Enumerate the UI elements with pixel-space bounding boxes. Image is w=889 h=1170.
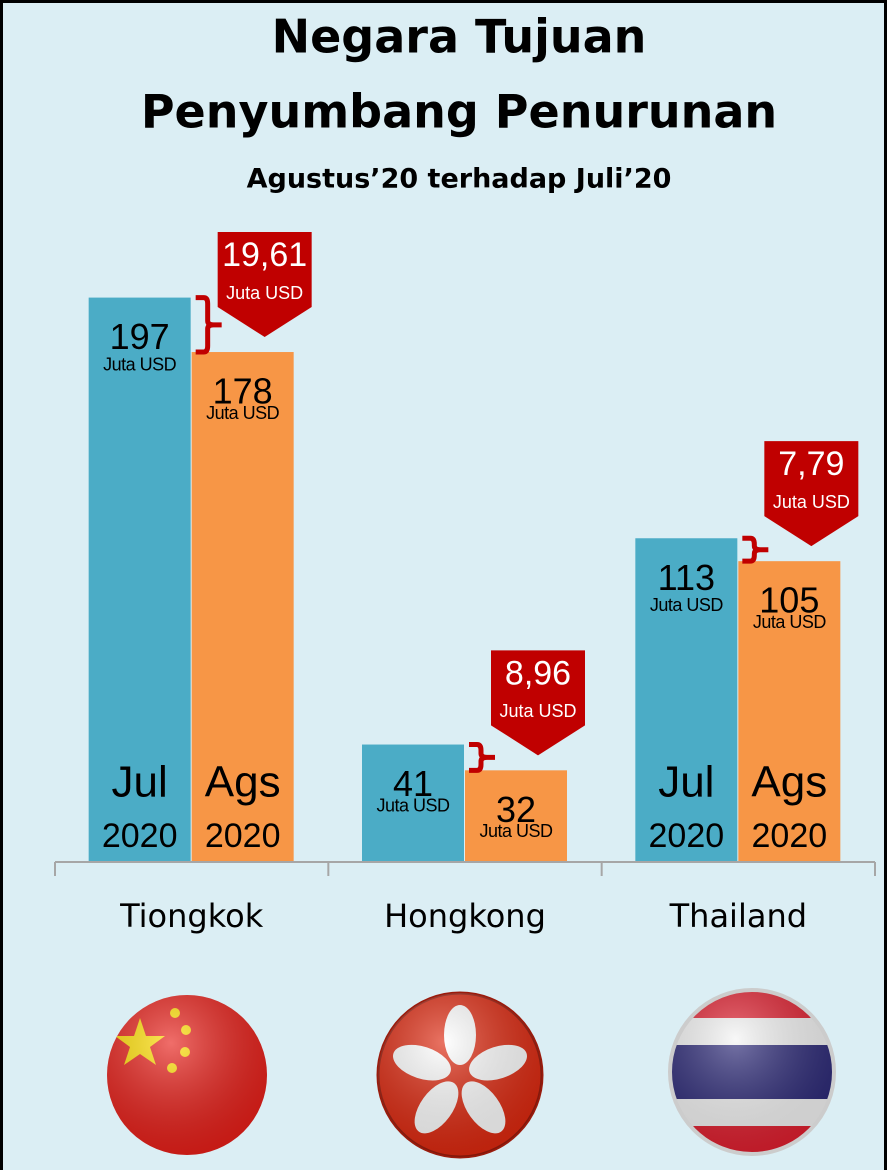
series-year: 2020 xyxy=(102,817,178,855)
series-year: 2020 xyxy=(649,817,725,855)
chart-title: Penyumbang Penurunan xyxy=(141,85,777,139)
value-label: 41 xyxy=(393,763,433,804)
flag-china xyxy=(107,995,267,1155)
series-year: 2020 xyxy=(752,817,828,855)
value-label: 105 xyxy=(759,580,819,621)
series-year: 2020 xyxy=(205,817,281,855)
bar xyxy=(635,538,738,862)
chart-title: Negara Tujuan xyxy=(272,10,647,64)
decrease-unit: Juta USD xyxy=(499,701,576,721)
decrease-callout xyxy=(491,650,585,756)
bar xyxy=(465,770,567,862)
x-tick-label: Thailand xyxy=(669,897,807,935)
x-tick-label: Hongkong xyxy=(384,897,546,935)
bar xyxy=(191,352,294,862)
unit-label: Juta USD xyxy=(479,821,553,841)
decrease-unit: Juta USD xyxy=(226,283,303,303)
bracket xyxy=(469,742,495,773)
series-name: Ags xyxy=(751,758,827,807)
unit-label: Juta USD xyxy=(206,403,280,423)
decrease-label: 8,96 xyxy=(505,654,571,692)
decrease-callout xyxy=(217,232,312,338)
unit-label: Juta USD xyxy=(376,795,450,815)
flag-thailand xyxy=(668,988,836,1156)
bar xyxy=(88,297,191,863)
value-label: 178 xyxy=(213,371,273,412)
unit-label: Juta USD xyxy=(650,595,724,615)
series-name: Jul xyxy=(658,758,714,807)
x-tick-label: Tiongkok xyxy=(119,897,264,935)
bracket xyxy=(195,295,222,355)
bracket xyxy=(742,535,769,564)
decrease-callout xyxy=(764,441,859,547)
decrease-unit: Juta USD xyxy=(773,492,850,512)
decrease-label: 7,79 xyxy=(778,445,844,483)
bar xyxy=(738,561,841,862)
unit-label: Juta USD xyxy=(753,612,827,632)
flag-hongkong xyxy=(376,991,544,1159)
series-name: Ags xyxy=(205,758,281,807)
chart-subtitle: Agustus’20 terhadap Juli’20 xyxy=(247,164,672,195)
bar xyxy=(362,744,464,862)
value-label: 32 xyxy=(496,789,536,830)
value-label: 197 xyxy=(110,316,170,357)
decrease-label: 19,61 xyxy=(222,236,307,274)
value-label: 113 xyxy=(658,557,715,598)
unit-label: Juta USD xyxy=(103,354,177,374)
series-name: Jul xyxy=(112,758,168,807)
